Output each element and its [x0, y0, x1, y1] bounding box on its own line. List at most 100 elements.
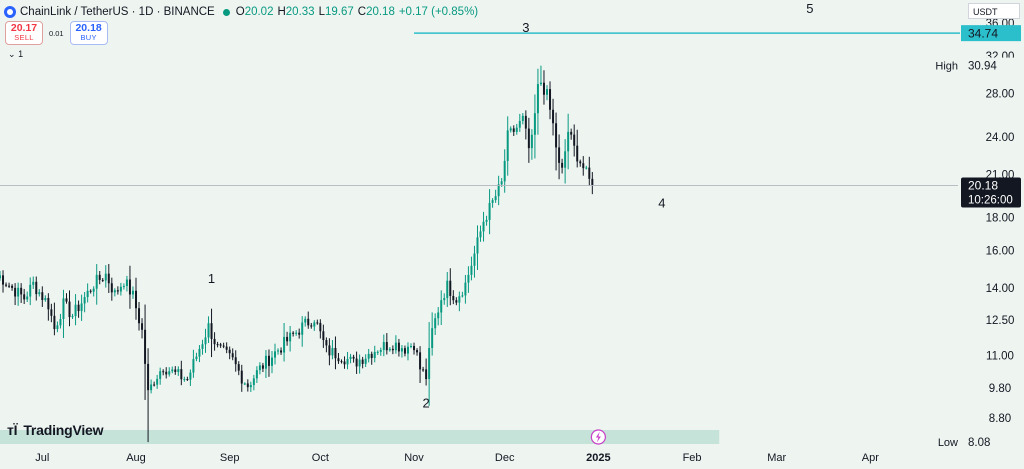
buy-button[interactable]: 20.18 BUY — [69, 21, 108, 45]
price-badges: 34.74 High 30.94 Low 8.08 20.18 10:26:00 — [590, 25, 1021, 451]
y-tick-label: 18.00 — [986, 213, 1015, 225]
candle-body — [138, 308, 141, 324]
candle-body — [216, 344, 219, 346]
candle-body — [32, 281, 35, 285]
candle-body — [289, 332, 292, 342]
candle-body — [382, 342, 385, 350]
candle-body — [391, 348, 394, 351]
sell-button[interactable]: 20.17 SELL — [5, 21, 43, 45]
candle-body — [506, 130, 509, 161]
candle-body — [376, 351, 379, 353]
candle-body — [509, 128, 512, 131]
candle-body — [35, 281, 38, 295]
wave-label-3[interactable]: 3 — [522, 20, 529, 35]
candle-body — [156, 378, 159, 385]
resistance-price-badge — [961, 25, 1021, 42]
candle-body — [159, 371, 162, 379]
indicators-toggle[interactable]: ⌄ 1 — [8, 49, 24, 59]
candle-body — [116, 290, 119, 292]
candle-body — [470, 265, 473, 275]
ohlc-low: L19.67 — [318, 6, 354, 18]
candle-body — [147, 363, 150, 391]
candle-body — [44, 297, 47, 301]
x-tick-label: Aug — [126, 452, 146, 464]
candle-body — [397, 342, 400, 352]
tradingview-logo[interactable]: тЇ TradingView — [7, 422, 104, 438]
candle-body — [177, 369, 180, 372]
candle-body — [452, 295, 455, 301]
candle-body — [527, 128, 530, 149]
candle-body — [141, 323, 144, 330]
current-price-label: 20.18 — [968, 178, 998, 192]
candle-body — [62, 298, 65, 319]
candle-body — [11, 285, 14, 288]
price-axis[interactable]: 8.809.8011.0012.5014.0016.0018.0021.0024… — [986, 18, 1015, 425]
candle-body — [252, 378, 255, 386]
candle-body — [388, 348, 391, 351]
x-tick-label: 2025 — [586, 452, 610, 464]
candle-body — [518, 120, 521, 128]
candle-body — [313, 322, 316, 327]
candle-body — [446, 280, 449, 299]
y-tick-label: 9.80 — [989, 383, 1011, 395]
candle-body — [361, 359, 364, 364]
candle-body — [533, 113, 536, 135]
candle-body — [497, 184, 500, 197]
candle-body — [437, 312, 440, 319]
candle-body — [95, 274, 98, 289]
candle-body — [503, 160, 506, 182]
candle-body — [83, 297, 86, 304]
candle-body — [162, 371, 165, 373]
currency-selector[interactable]: USDT — [968, 3, 1020, 19]
candle-body — [358, 359, 361, 367]
candle-body — [180, 369, 183, 380]
y-tick-label: 28.00 — [986, 89, 1015, 101]
candle-body — [585, 167, 588, 169]
candle-body — [201, 344, 204, 349]
candle-body — [104, 273, 107, 281]
candle-body — [71, 316, 74, 318]
candle-body — [582, 163, 585, 169]
y-tick-label: 11.00 — [986, 351, 1014, 363]
time-axis[interactable]: Jul Aug Sep Oct Nov Dec 2025 Feb Mar Apr — [35, 452, 879, 464]
candle-body — [77, 304, 80, 312]
wave-label-2[interactable]: 2 — [422, 396, 429, 411]
candle-body — [65, 298, 68, 302]
wave-label-5[interactable]: 5 — [806, 1, 813, 16]
candle-body — [107, 273, 110, 284]
candle-body — [419, 352, 422, 370]
ohlc-close: C20.18 — [357, 6, 395, 18]
candle-body — [400, 348, 403, 352]
candle-body — [29, 284, 32, 297]
symbol-title[interactable]: ChainLink / TetherUS · 1D · BINANCE — [20, 6, 215, 18]
candle-body — [231, 353, 234, 358]
candle-body — [280, 350, 283, 353]
candle-body — [14, 287, 17, 297]
wave-label-1[interactable]: 1 — [208, 271, 215, 286]
market-open-icon — [222, 8, 230, 16]
candle-body — [89, 290, 92, 292]
wave-label-4[interactable]: 4 — [658, 195, 665, 210]
candle-body — [455, 300, 458, 303]
candle-body — [440, 300, 443, 313]
candle-body — [479, 231, 482, 238]
ohlc-change: +0.17 (+0.85%) — [398, 6, 479, 18]
candle-body — [328, 345, 331, 356]
candle-body — [337, 358, 340, 362]
lightning-glyph — [595, 431, 601, 443]
candle-body — [561, 162, 564, 168]
candle-body — [50, 309, 53, 316]
candle-body — [373, 351, 376, 359]
candle-body — [243, 383, 246, 385]
candle-body — [355, 358, 358, 367]
candle-body — [86, 290, 89, 298]
candle-body — [413, 345, 416, 351]
candle-body — [219, 344, 222, 346]
candle-body — [26, 296, 29, 300]
current-price-badge — [961, 177, 1021, 208]
candle-body — [476, 237, 479, 254]
candle-body — [195, 356, 198, 360]
candle-body — [38, 292, 41, 295]
candle-body — [567, 131, 570, 152]
